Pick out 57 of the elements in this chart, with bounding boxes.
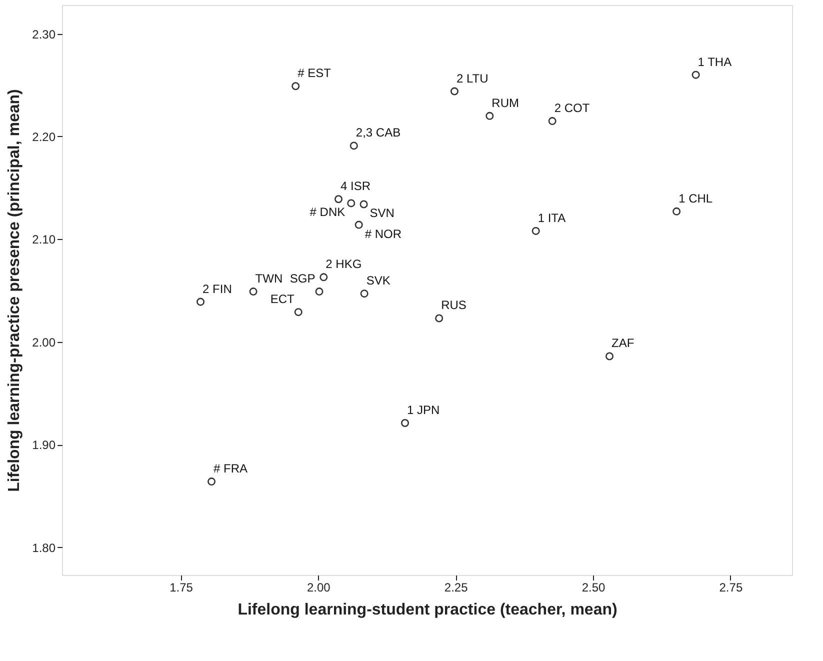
- y-tick-label: 1.80: [32, 540, 56, 555]
- x-axis-title: Lifelong learning-student practice (teacher, mean): [238, 602, 618, 618]
- point: [249, 288, 258, 296]
- point: [486, 112, 494, 120]
- annotation: RUS: [441, 298, 466, 312]
- annotation: # EST: [298, 66, 332, 80]
- point: [360, 290, 368, 298]
- point: [294, 308, 302, 316]
- point: [605, 352, 614, 360]
- annotation: 4 ISR: [340, 179, 371, 194]
- y-tick-label: 2.10: [32, 232, 56, 247]
- y-tick-label: 2.20: [32, 130, 56, 144]
- annotation: 1 THA: [698, 54, 732, 69]
- point: [360, 200, 368, 208]
- point: [334, 195, 343, 204]
- y-tick-label: 2.30: [32, 27, 56, 42]
- point: [320, 273, 328, 282]
- point: [548, 117, 556, 126]
- point: [354, 220, 363, 229]
- annotation: # FRA: [214, 462, 248, 476]
- annotation: 2 LTU: [456, 71, 488, 86]
- annotation: 1 JPN: [407, 403, 440, 417]
- annotation: ECT: [270, 292, 296, 306]
- annotation: ZAF: [612, 336, 634, 350]
- annotation: 2 COT: [554, 101, 590, 116]
- y-tick-label: 1.90: [32, 438, 56, 452]
- y-axis-title: Lifelong learning-practice presence (principal, mean): [6, 89, 24, 492]
- annotation: TWN: [255, 272, 283, 286]
- point: [450, 87, 458, 96]
- annotation: # NOR: [364, 226, 402, 241]
- annotation: SVN: [370, 206, 394, 220]
- annotation: SVK: [366, 274, 390, 288]
- point: [196, 298, 205, 306]
- point: [208, 478, 216, 486]
- x-tick-label: 2.50: [582, 580, 606, 594]
- x-tick-label: 2.00: [306, 580, 331, 594]
- annotation: SGP: [290, 272, 316, 286]
- point: [401, 419, 410, 427]
- annotation: 2,3 CAB: [356, 126, 401, 140]
- annotation: 2 HKG: [326, 257, 362, 272]
- annotation: # DNK: [310, 205, 346, 220]
- y-tick-label: 2.00: [32, 335, 56, 350]
- point: [692, 70, 700, 79]
- x-tick-label: 2.75: [719, 580, 743, 594]
- point: [672, 207, 681, 216]
- point: [315, 288, 324, 296]
- annotation: 2 FIN: [202, 282, 232, 296]
- point: [347, 199, 356, 208]
- annotation: 1 ITA: [538, 210, 566, 225]
- point: [292, 82, 300, 90]
- point: [350, 142, 358, 150]
- x-tick-label: 1.75: [170, 580, 194, 594]
- annotation: 1 CHL: [678, 191, 713, 206]
- point: [532, 226, 540, 235]
- annotation: RUM: [492, 96, 519, 110]
- x-tick-label: 2.25: [444, 580, 468, 594]
- point: [435, 314, 444, 322]
